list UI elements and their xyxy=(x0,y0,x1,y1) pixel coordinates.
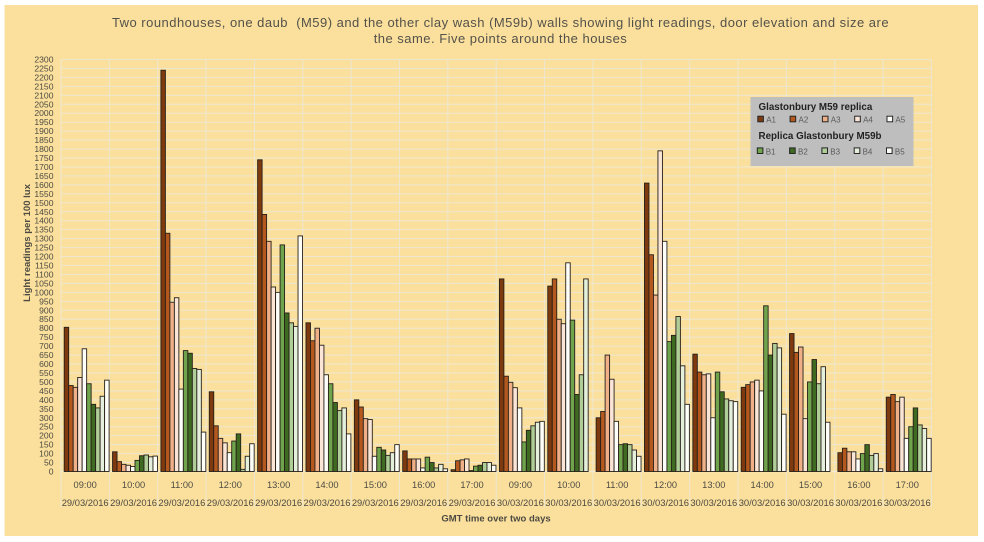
svg-text:14:00: 14:00 xyxy=(751,480,774,490)
svg-text:29/03/2016: 29/03/2016 xyxy=(352,497,399,508)
svg-text:500: 500 xyxy=(39,377,54,387)
svg-text:1700: 1700 xyxy=(34,162,53,172)
svg-text:1900: 1900 xyxy=(34,126,53,136)
svg-text:1800: 1800 xyxy=(34,144,53,154)
svg-text:2000: 2000 xyxy=(34,108,53,118)
svg-text:30/03/2016: 30/03/2016 xyxy=(739,497,786,508)
svg-text:30/03/2016: 30/03/2016 xyxy=(545,497,592,508)
svg-text:150: 150 xyxy=(39,440,54,450)
svg-text:14:00: 14:00 xyxy=(315,480,338,490)
svg-text:A2: A2 xyxy=(799,116,809,125)
svg-text:30/03/2016: 30/03/2016 xyxy=(884,497,931,508)
svg-text:1950: 1950 xyxy=(34,117,53,127)
svg-text:550: 550 xyxy=(39,368,54,378)
svg-text:15:00: 15:00 xyxy=(799,480,822,490)
svg-text:09:00: 09:00 xyxy=(509,480,532,490)
svg-text:750: 750 xyxy=(39,332,54,342)
svg-text:1450: 1450 xyxy=(34,207,53,217)
svg-text:29/03/2016: 29/03/2016 xyxy=(62,497,109,508)
svg-text:1850: 1850 xyxy=(34,135,53,145)
svg-text:29/03/2016: 29/03/2016 xyxy=(449,497,496,508)
svg-text:10:00: 10:00 xyxy=(122,480,145,490)
svg-text:13:00: 13:00 xyxy=(702,480,725,490)
svg-text:A3: A3 xyxy=(831,116,841,125)
svg-text:13:00: 13:00 xyxy=(267,480,290,490)
svg-text:B2: B2 xyxy=(798,147,808,156)
svg-text:30/03/2016: 30/03/2016 xyxy=(690,497,737,508)
svg-text:250: 250 xyxy=(39,422,54,432)
svg-text:1550: 1550 xyxy=(34,189,53,199)
svg-text:800: 800 xyxy=(39,323,54,333)
svg-text:29/03/2016: 29/03/2016 xyxy=(207,497,254,508)
svg-text:16:00: 16:00 xyxy=(847,480,870,490)
svg-text:1400: 1400 xyxy=(34,216,53,226)
svg-text:1600: 1600 xyxy=(34,180,53,190)
svg-text:450: 450 xyxy=(39,386,54,396)
svg-text:30/03/2016: 30/03/2016 xyxy=(642,497,689,508)
svg-text:1500: 1500 xyxy=(34,198,53,208)
svg-text:Two roundhouses, one daub (M5: Two roundhouses, one daub (M59) and the … xyxy=(112,15,889,30)
svg-text:350: 350 xyxy=(39,404,54,414)
svg-text:600: 600 xyxy=(39,359,54,369)
svg-text:29/03/2016: 29/03/2016 xyxy=(158,497,205,508)
svg-text:2200: 2200 xyxy=(34,72,53,82)
svg-text:A4: A4 xyxy=(863,116,873,125)
svg-text:A5: A5 xyxy=(895,116,905,125)
svg-text:30/03/2016: 30/03/2016 xyxy=(835,497,882,508)
svg-text:30/03/2016: 30/03/2016 xyxy=(787,497,834,508)
svg-text:200: 200 xyxy=(39,431,54,441)
svg-text:1150: 1150 xyxy=(35,261,54,271)
svg-text:650: 650 xyxy=(39,350,54,360)
svg-text:50: 50 xyxy=(44,458,54,468)
svg-text:B4: B4 xyxy=(863,147,873,156)
svg-text:12:00: 12:00 xyxy=(219,480,242,490)
svg-text:A1: A1 xyxy=(766,116,776,125)
svg-text:1200: 1200 xyxy=(34,252,53,262)
svg-text:1050: 1050 xyxy=(34,278,53,288)
svg-text:B5: B5 xyxy=(895,147,905,156)
svg-text:1100: 1100 xyxy=(35,269,54,279)
svg-text:300: 300 xyxy=(39,413,54,423)
svg-text:17:00: 17:00 xyxy=(460,480,483,490)
svg-text:16:00: 16:00 xyxy=(412,480,435,490)
svg-text:11:00: 11:00 xyxy=(171,480,194,490)
svg-text:30/03/2016: 30/03/2016 xyxy=(594,497,641,508)
svg-text:B3: B3 xyxy=(830,147,840,156)
svg-text:700: 700 xyxy=(39,341,54,351)
svg-text:30/03/2016: 30/03/2016 xyxy=(497,497,544,508)
svg-text:400: 400 xyxy=(39,395,54,405)
svg-text:2100: 2100 xyxy=(34,90,53,100)
svg-text:0: 0 xyxy=(49,467,54,477)
svg-text:12:00: 12:00 xyxy=(654,480,677,490)
svg-text:11:00: 11:00 xyxy=(606,480,629,490)
svg-text:900: 900 xyxy=(39,305,54,315)
svg-text:2300: 2300 xyxy=(34,55,53,65)
svg-text:15:00: 15:00 xyxy=(364,480,387,490)
svg-text:Light readings per 100 lux: Light readings per 100 lux xyxy=(22,183,33,301)
svg-text:the same. Five points around t: the same. Five points around the houses xyxy=(374,31,628,46)
svg-text:GMT time over two days: GMT time over two days xyxy=(441,514,550,525)
svg-text:1750: 1750 xyxy=(34,153,53,163)
svg-text:1650: 1650 xyxy=(34,171,53,181)
svg-text:850: 850 xyxy=(39,314,54,324)
svg-text:1350: 1350 xyxy=(34,225,53,235)
svg-text:1250: 1250 xyxy=(34,243,53,253)
svg-text:10:00: 10:00 xyxy=(557,480,580,490)
svg-text:29/03/2016: 29/03/2016 xyxy=(110,497,157,508)
svg-text:29/03/2016: 29/03/2016 xyxy=(303,497,350,508)
svg-text:17:00: 17:00 xyxy=(896,480,919,490)
svg-text:2050: 2050 xyxy=(34,99,53,109)
svg-text:1300: 1300 xyxy=(34,234,53,244)
svg-text:1000: 1000 xyxy=(34,287,53,297)
svg-text:Replica Glastonbury M59b: Replica Glastonbury M59b xyxy=(759,131,882,142)
svg-text:09:00: 09:00 xyxy=(74,480,97,490)
svg-text:Glastonbury M59 replica: Glastonbury M59 replica xyxy=(759,102,873,113)
svg-text:2250: 2250 xyxy=(34,63,53,73)
svg-text:B1: B1 xyxy=(766,147,776,156)
svg-text:29/03/2016: 29/03/2016 xyxy=(400,497,447,508)
svg-text:100: 100 xyxy=(39,449,54,459)
svg-text:2150: 2150 xyxy=(34,81,53,91)
svg-text:29/03/2016: 29/03/2016 xyxy=(255,497,302,508)
svg-text:950: 950 xyxy=(39,296,54,306)
